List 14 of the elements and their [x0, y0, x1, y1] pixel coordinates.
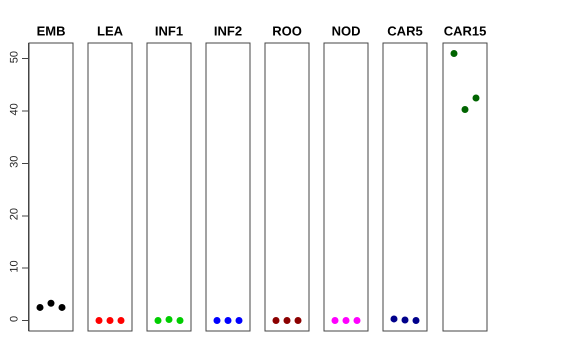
- x-tick-label: LEA: [97, 23, 124, 38]
- y-tick-label: 0: [8, 316, 21, 322]
- y-tick-label: 50: [8, 50, 21, 64]
- x-tick-label: INF2: [214, 23, 242, 38]
- x-tick-label: EMB: [36, 23, 66, 38]
- x-tick-label: NOD: [332, 23, 360, 38]
- x-tick-label: INF1: [154, 23, 184, 38]
- y-tick-label: 40: [8, 103, 21, 116]
- y-tick-label: 30: [8, 156, 21, 168]
- x-tick-label: CAR5: [387, 23, 423, 38]
- y-tick-label: 10: [8, 260, 21, 273]
- x-tick-label: CAR15: [444, 23, 486, 38]
- x-tick-label: ROO: [272, 23, 302, 38]
- y-tick-label: 20: [8, 208, 21, 220]
